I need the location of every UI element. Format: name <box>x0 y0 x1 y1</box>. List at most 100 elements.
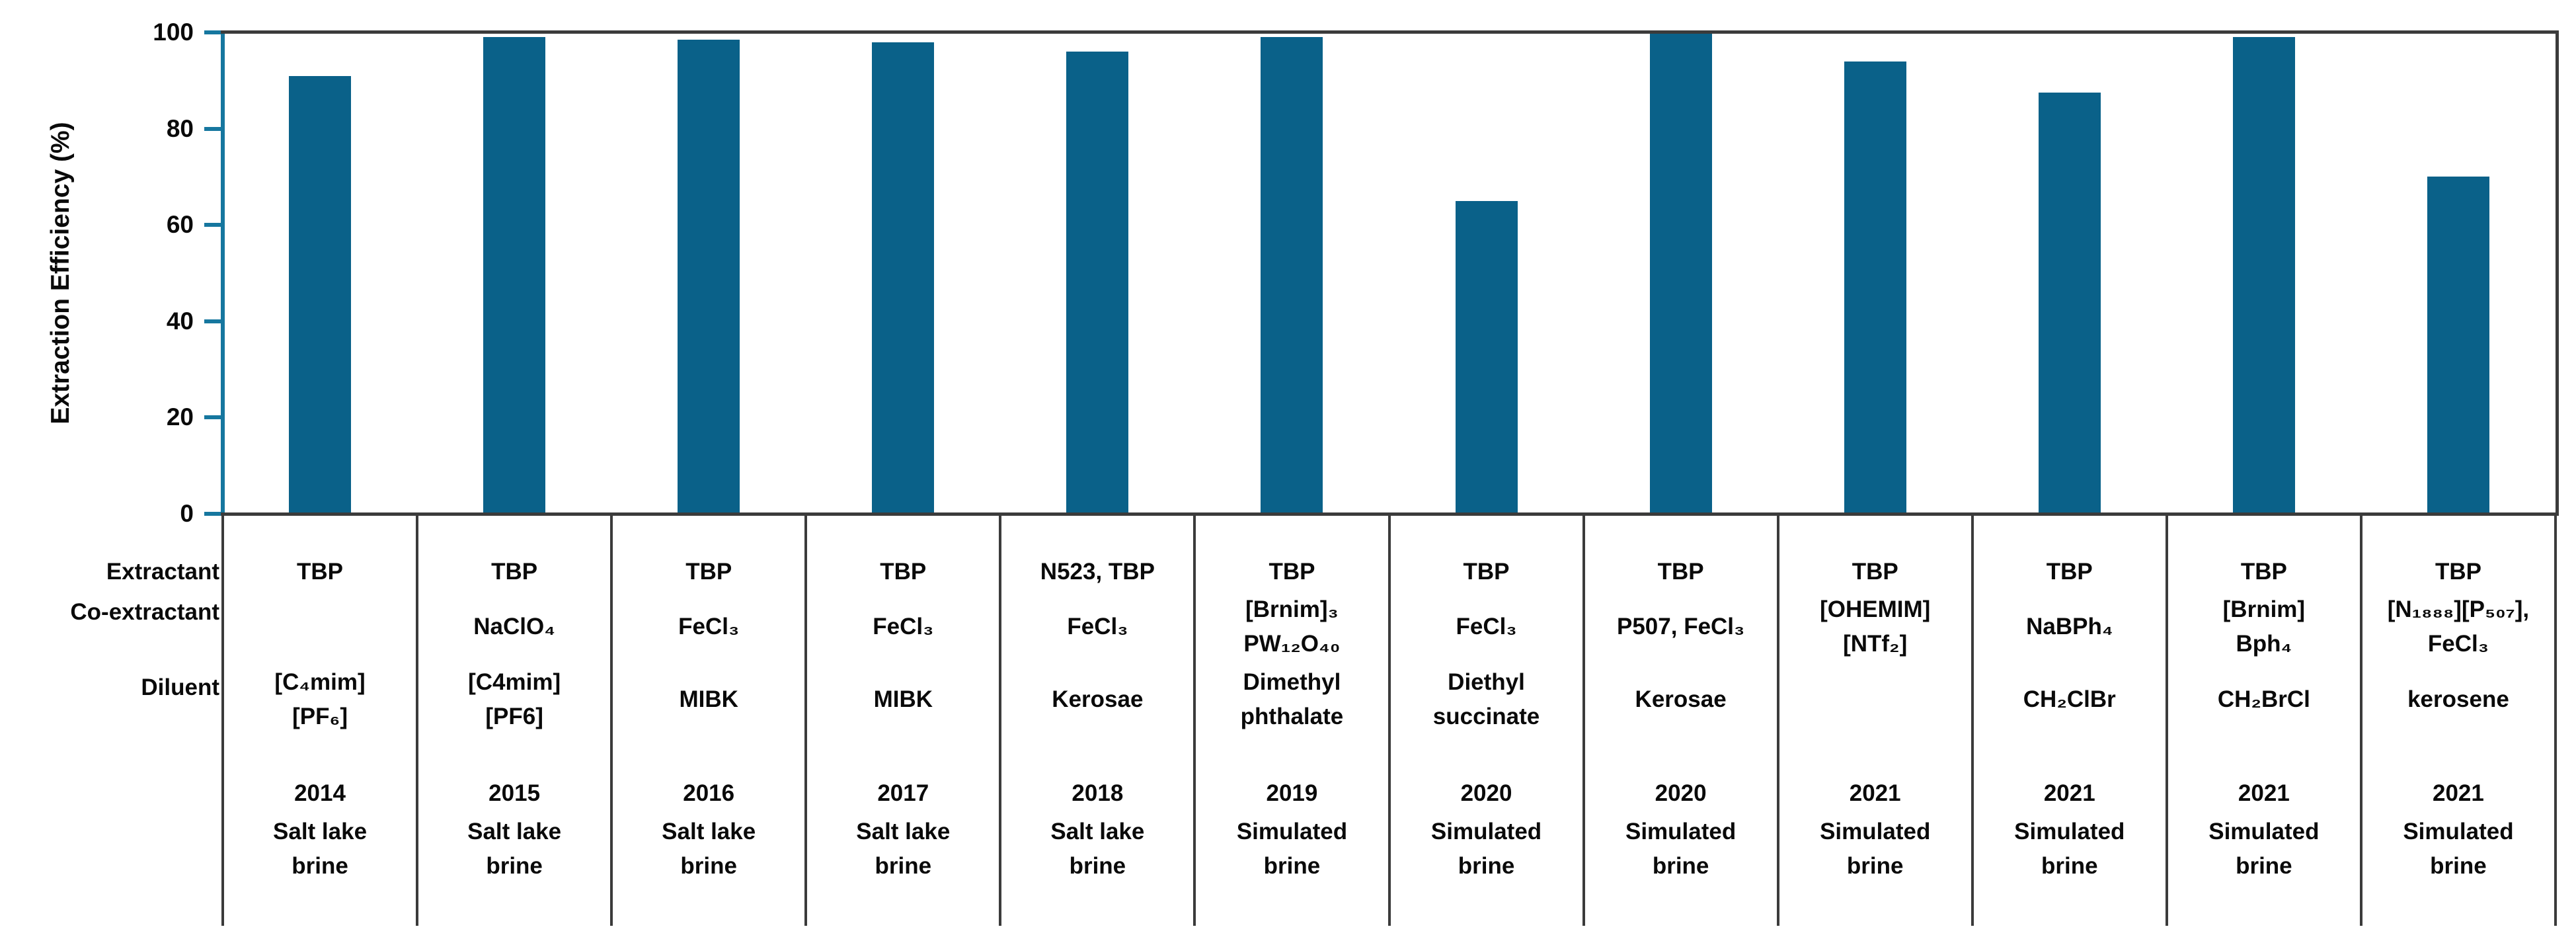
cell-diluent-8: Kerosae <box>1635 686 1727 712</box>
cell-coextractant-2: NaClO₄ <box>473 614 555 639</box>
cell-extractant-4: TBP <box>880 559 927 585</box>
cell-source-5: Salt lake brine <box>1050 819 1145 879</box>
cell-year-9: 2021 <box>1849 780 1901 806</box>
cell-source-9: Simulated brine <box>1820 819 1931 879</box>
bar-9 <box>1844 61 1906 514</box>
table-column-divider <box>416 514 419 926</box>
cell-extractant-9: TBP <box>1852 559 1898 585</box>
bar-5 <box>1066 52 1129 514</box>
y-axis-line <box>221 30 225 516</box>
bar-3 <box>678 39 740 514</box>
cell-coextractant-7: FeCl₃ <box>1456 614 1517 639</box>
y-tick <box>204 415 223 420</box>
row-label-coextractant: Co-extractant <box>70 599 219 625</box>
cell-coextractant-4: FeCl₃ <box>873 614 934 639</box>
table-column-divider <box>2554 514 2557 926</box>
cell-coextractant-5: FeCl₃ <box>1067 614 1128 639</box>
cell-diluent-12: kerosene <box>2407 686 2509 712</box>
y-tick-label: 20 <box>166 403 194 431</box>
cell-coextractant-3: FeCl₃ <box>678 614 740 639</box>
plot-right-border <box>2556 30 2559 514</box>
cell-year-2: 2015 <box>488 780 541 806</box>
table-column-divider <box>2165 514 2168 926</box>
y-axis-title: Extraction Efficiency (%) <box>46 122 75 425</box>
cell-extractant-6: TBP <box>1268 559 1315 585</box>
bar-11 <box>2232 37 2295 514</box>
cell-source-1: Salt lake brine <box>273 819 368 879</box>
table-column-divider <box>1971 514 1974 926</box>
table-column-divider <box>1387 514 1391 926</box>
table-column-divider <box>221 514 224 926</box>
cell-diluent-6: Dimethyl phthalate <box>1240 669 1344 729</box>
y-tick-label: 80 <box>166 114 194 142</box>
row-label-extractant: Extractant <box>106 559 219 585</box>
cell-extractant-2: TBP <box>491 559 538 585</box>
y-tick <box>204 512 223 516</box>
cell-source-8: Simulated brine <box>1625 819 1737 879</box>
cell-diluent-3: MIBK <box>679 686 738 712</box>
cell-source-4: Salt lake brine <box>856 819 951 879</box>
cell-year-12: 2021 <box>2433 780 2484 806</box>
cell-extractant-11: TBP <box>2240 559 2287 585</box>
cell-year-7: 2020 <box>1460 780 1512 806</box>
cell-extractant-5: N523, TBP <box>1040 559 1155 585</box>
table-column-divider <box>610 514 613 926</box>
cell-diluent-2: [C4mim] [PF6] <box>468 669 561 729</box>
y-tick <box>204 319 223 323</box>
cell-source-10: Simulated brine <box>2014 819 2125 879</box>
table-column-divider <box>2359 514 2362 926</box>
row-label-diluent: Diluent <box>141 675 219 700</box>
bar-2 <box>483 37 546 514</box>
table-column-divider <box>1582 514 1585 926</box>
bar-4 <box>872 42 935 514</box>
cell-source-2: Salt lake brine <box>467 819 562 879</box>
cell-year-10: 2021 <box>2043 780 2095 806</box>
cell-year-5: 2018 <box>1072 780 1124 806</box>
bar-10 <box>2038 93 2101 514</box>
cell-source-6: Simulated brine <box>1236 819 1348 879</box>
cell-coextractant-10: NaBPh₄ <box>2026 614 2113 639</box>
cell-extractant-1: TBP <box>297 559 344 585</box>
table-column-divider <box>999 514 1002 926</box>
cell-extractant-8: TBP <box>1657 559 1704 585</box>
y-tick <box>204 30 223 34</box>
y-tick <box>204 223 223 227</box>
y-tick-label: 60 <box>166 211 194 239</box>
bar-8 <box>1649 32 1712 514</box>
cell-extractant-10: TBP <box>2046 559 2093 585</box>
cell-diluent-4: MIBK <box>873 686 933 712</box>
table-column-divider <box>804 514 808 926</box>
bar-12 <box>2427 177 2489 514</box>
cell-source-7: Simulated brine <box>1430 819 1542 879</box>
bar-6 <box>1261 37 1323 514</box>
cell-year-3: 2016 <box>683 780 735 806</box>
cell-extractant-3: TBP <box>685 559 732 585</box>
bar-7 <box>1455 200 1518 514</box>
cell-diluent-11: CH₂BrCl <box>2217 686 2310 712</box>
y-tick-label: 0 <box>180 500 194 527</box>
cell-year-8: 2020 <box>1655 780 1707 806</box>
bar-1 <box>289 75 352 514</box>
cell-year-1: 2014 <box>294 780 346 806</box>
cell-extractant-12: TBP <box>2435 559 2481 585</box>
cell-coextractant-8: P507, FeCl₃ <box>1617 614 1745 639</box>
cell-coextractant-9: [OHEMIM] [NTf₂] <box>1820 596 1931 657</box>
cell-coextractant-11: [Brnim] Bph₄ <box>2222 596 2306 657</box>
cell-coextractant-12: [N₁₈₈₈][P₅₀₇], FeCl₃ <box>2387 596 2530 657</box>
cell-coextractant-6: [Brnim]₃ PW₁₂O₄₀ <box>1243 596 1341 657</box>
table-column-divider <box>1776 514 1779 926</box>
cell-diluent-1: [C₄mim] [PF₆] <box>274 669 366 729</box>
cell-year-4: 2017 <box>877 780 929 806</box>
cell-year-6: 2019 <box>1266 780 1318 806</box>
y-tick-label: 100 <box>153 19 194 46</box>
cell-diluent-7: Diethyl succinate <box>1432 669 1540 729</box>
table-column-divider <box>1193 514 1196 926</box>
y-tick <box>204 126 223 131</box>
cell-diluent-5: Kerosae <box>1052 686 1144 712</box>
y-tick-label: 40 <box>166 307 194 335</box>
plot-top-border <box>221 30 2559 34</box>
cell-extractant-7: TBP <box>1463 559 1510 585</box>
cell-source-3: Salt lake brine <box>662 819 756 879</box>
cell-source-11: Simulated brine <box>2208 819 2320 879</box>
